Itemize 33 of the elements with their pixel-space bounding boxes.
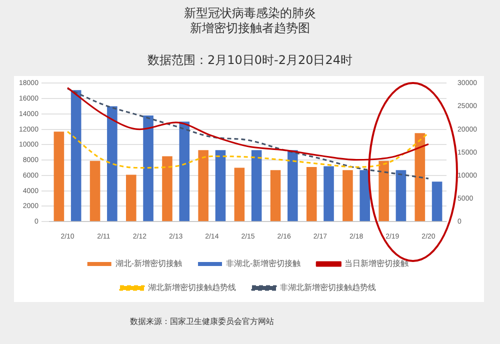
chart-subtitle: 数据范围：2月10日0时-2月20日24时 (146, 52, 354, 69)
bar (324, 166, 334, 222)
line-series (66, 130, 430, 169)
bar (198, 150, 208, 222)
bar (396, 170, 406, 222)
legend-label: 湖北新增密切接触趋势线 (148, 283, 236, 292)
bar (179, 122, 190, 222)
bar (70, 90, 82, 222)
bar (342, 170, 353, 222)
bar (251, 150, 262, 222)
legend-label: 湖北-新增密切接触 (115, 259, 182, 268)
bar (234, 168, 245, 222)
bar (378, 160, 389, 222)
bar (54, 132, 64, 222)
bar (107, 106, 118, 222)
bar (414, 133, 426, 222)
bar (270, 170, 281, 222)
chart-title: 新型冠状病毒感染的肺炎新增密切接触者趋势图 (183, 6, 317, 36)
line-series (66, 87, 430, 161)
bar (126, 174, 136, 222)
bar (162, 156, 172, 222)
bar (306, 167, 317, 222)
bar (215, 150, 226, 222)
bar (288, 150, 298, 222)
line-series (66, 88, 430, 180)
legend-label: 当日新增密切接触 (344, 259, 409, 268)
bar (360, 170, 370, 222)
legend-label: 非湖北-新增密切接触 (226, 259, 301, 268)
source-note: 数据来源：国家卫生健康委员会官方网站 (130, 316, 274, 327)
bar (432, 182, 442, 222)
bar (90, 160, 100, 222)
bar (143, 115, 154, 222)
legend-label: 非湖北新增密切接触趋势线 (280, 283, 376, 292)
